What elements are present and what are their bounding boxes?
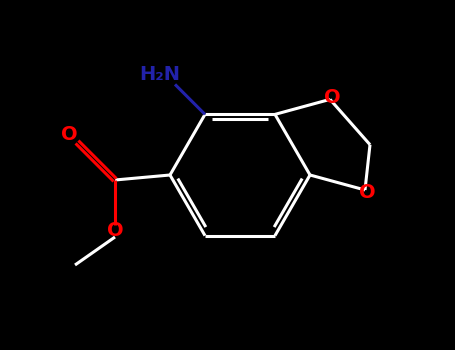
Text: O: O: [61, 125, 77, 144]
Text: O: O: [106, 220, 123, 239]
Text: O: O: [359, 182, 375, 202]
Text: O: O: [324, 88, 340, 107]
Text: H₂N: H₂N: [140, 65, 181, 84]
